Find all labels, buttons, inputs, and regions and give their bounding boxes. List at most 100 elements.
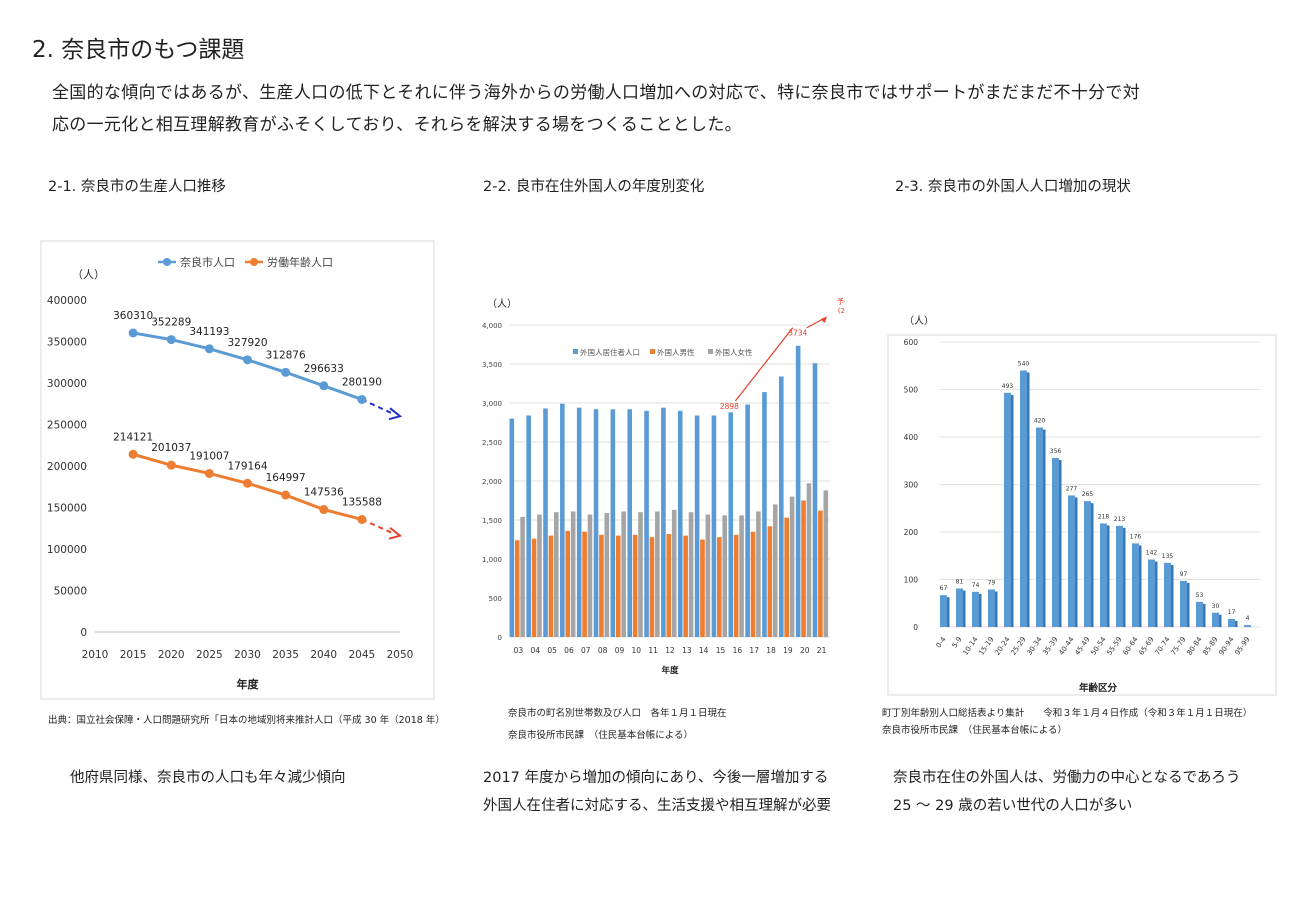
bar	[739, 515, 744, 637]
y-tick-label: 250000	[47, 420, 87, 432]
data-point	[204, 468, 214, 478]
legend-label: 外国人女性	[715, 347, 753, 357]
bar	[526, 415, 531, 637]
data-label: 135588	[342, 496, 382, 508]
bar	[582, 531, 587, 637]
data-label: 67	[940, 585, 948, 592]
data-label: 79	[988, 579, 996, 586]
bar	[801, 500, 806, 637]
bar	[818, 510, 823, 637]
source-note-chart-2-line-1: 奈良市の町名別世帯数及び人口 各年１月１日現在	[508, 708, 727, 719]
x-tick-label: 13	[682, 646, 692, 655]
legend-label: 労働年齢人口	[267, 255, 333, 269]
bar-side	[1187, 582, 1190, 627]
trend-arrowhead	[388, 407, 403, 421]
x-tick-label: 2030	[234, 649, 261, 661]
bar	[1148, 559, 1155, 627]
bar	[627, 409, 633, 637]
x-tick-label: 10-14	[961, 635, 980, 657]
y-unit-label: （人）	[487, 298, 517, 310]
x-tick-label: 35-39	[1041, 636, 1059, 657]
x-tick-label: 12	[665, 646, 675, 655]
bar	[644, 410, 649, 637]
bar	[722, 515, 728, 637]
bar	[1084, 501, 1091, 627]
x-tick-label: 03	[514, 646, 524, 655]
bar	[956, 588, 963, 627]
x-tick-label: 2015	[120, 649, 147, 661]
data-label: 17	[1228, 609, 1236, 616]
data-label: 214121	[113, 431, 153, 443]
x-tick-label: 40-44	[1057, 635, 1076, 657]
x-tick-label: 07	[581, 646, 591, 655]
bar	[655, 511, 660, 637]
bar	[988, 589, 995, 627]
bar	[756, 511, 761, 637]
bar	[593, 409, 599, 637]
bar	[717, 537, 722, 637]
bar	[784, 517, 789, 637]
bar-side	[1203, 603, 1206, 627]
y-tick-label: 100000	[47, 544, 87, 556]
chart-frame	[887, 334, 1277, 696]
x-tick-label: 20-24	[993, 635, 1012, 657]
legend-swatch	[708, 349, 713, 354]
y-unit-label: （人）	[72, 268, 105, 281]
x-tick-label: 2025	[196, 649, 223, 661]
bar	[711, 415, 717, 637]
bar	[728, 412, 734, 637]
bar-side	[963, 590, 966, 627]
bar	[514, 540, 520, 637]
y-tick-label: 50000	[54, 586, 87, 598]
bar	[806, 483, 812, 637]
source-note-chart-3-line-2: 奈良市役所市民課 （住民基本台帳による）	[882, 725, 1067, 736]
x-tick-label: 80-84	[1185, 635, 1204, 657]
data-label: 296633	[304, 363, 344, 375]
y-tick-label: 400	[904, 433, 919, 442]
y-tick-label: 2,000	[482, 478, 502, 486]
bar	[537, 514, 542, 637]
section-heading-foreign-residents-by-year: 2-2. 良市在住外国人の年度別変化	[483, 179, 705, 195]
bar	[1052, 457, 1059, 627]
bar	[1068, 495, 1075, 627]
bar-side	[947, 597, 950, 627]
bar-side	[1155, 561, 1158, 627]
source-note-chart-3-line-1: 町丁別年齢別人口総括表より集計 令和３年１月４日作成（令和３年１月１日現在）	[882, 708, 1253, 719]
bar	[750, 531, 756, 637]
bar	[548, 535, 554, 637]
bar	[762, 392, 767, 637]
bar	[1180, 580, 1187, 627]
bar	[1228, 618, 1235, 627]
bar	[688, 512, 694, 637]
population-line-chart: （人） 0 50000 100000 150000 200000 250000 300000 3…	[40, 240, 435, 700]
data-label: 213	[1114, 516, 1126, 523]
x-tick-label: 45-49	[1073, 636, 1091, 657]
y-tick-label: 350000	[47, 337, 87, 349]
bar	[1004, 392, 1011, 627]
trend-dashed-line	[361, 398, 395, 416]
caption-chart-2-line-2: 外国人在住者に対応する、生活支援や相互理解が必要	[483, 798, 831, 814]
x-tick-label: 95-99	[1233, 636, 1251, 657]
x-tick-label: 2040	[310, 649, 337, 661]
bar	[671, 509, 677, 637]
bar	[1132, 543, 1139, 627]
caption-chart-2-line-1: 2017 年度から増加の傾向にあり、今後一層増加する	[483, 770, 829, 786]
data-point	[243, 478, 252, 488]
data-label: 4	[1246, 615, 1250, 622]
legend-label: 奈良市人口	[180, 255, 235, 269]
data-label: 218	[1098, 513, 1110, 520]
y-unit-label: （人）	[904, 315, 934, 327]
bar	[694, 415, 700, 637]
data-label: 277	[1066, 485, 1078, 492]
trend-arrowhead	[388, 526, 403, 540]
data-point	[319, 505, 329, 515]
x-tick-label: 2010	[82, 649, 109, 661]
bar	[560, 403, 565, 637]
data-label: 280190	[342, 376, 382, 388]
bar-side	[1059, 459, 1062, 627]
bar-side	[1107, 525, 1110, 627]
bar	[531, 538, 537, 637]
data-label: 53	[1196, 592, 1204, 599]
bar	[812, 363, 818, 637]
section-heading-productive-population: 2-1. 奈良市の生産人口推移	[48, 179, 226, 195]
